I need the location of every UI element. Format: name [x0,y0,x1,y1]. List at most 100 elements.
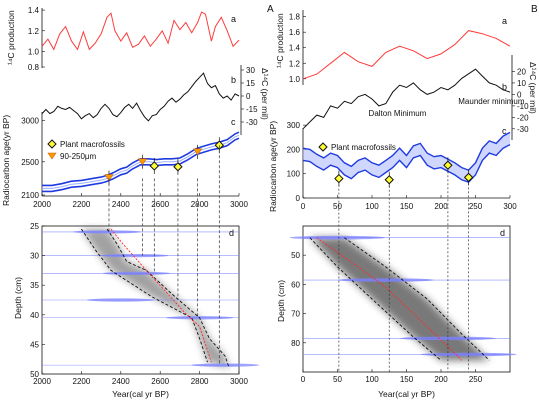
A-d-probability-shade [81,228,230,369]
B-c-xtick-label: 100 [365,202,379,211]
A-c-fine-marker [137,158,148,166]
A-d-median [110,228,212,363]
A-d-xtick-label: 2000 [33,377,51,386]
B-d-xtick-label: 150 [400,375,414,384]
B-b-label: b [502,82,507,92]
B-d-ylabel: Depth (cm) [276,280,286,322]
B-d-xtick-label: 100 [365,375,379,384]
B-c-ylabel: Radiocarbon age(yr BP) [268,121,278,212]
A-d-xtick-label: 2200 [73,377,91,386]
A-a-ytick-label: 0.8 [28,63,40,72]
B-b-ytick-label: 0 [517,90,522,99]
B-b-ytick-label: -10 [517,102,529,111]
A-a-label: a [231,14,236,24]
A-b-label: b [231,75,236,85]
A-c-xtick-label: 3000 [230,200,248,209]
A-d-ytick-label: 35 [30,281,39,290]
A-c-curve-lower [42,137,240,193]
B-d-probability-shade [309,237,490,361]
B-c-ytick-label: 300 [287,121,301,130]
A-c-ylabel: Radiocarbon age(yr BP) [1,115,11,206]
B-b-series-line [302,68,511,130]
panel-A: 0.8 1.0 1.2 1.4 ¹⁴C production a 30 15 0 -15 -30Δ¹… [1,6,270,399]
B-b-ytick-label: -30 [517,125,529,134]
B-d-ytick-label: 70 [291,310,300,319]
B-b-annotation-maunder: Maunder minimum [458,97,525,106]
A-a-series-line [41,11,240,51]
A-c-xtick-label: 2600 [151,200,169,209]
B-c-xtick-label: 300 [503,202,517,211]
B-c-macro-marker [463,172,474,183]
A-c-macro-marker [173,162,183,172]
B-b-ytick-label: 10 [517,79,526,88]
A-c-xtick-label: 2800 [191,200,209,209]
B-a-ytick-label: 1.6 [289,28,301,37]
B-b-ylabel: Δ¹⁴C (per mil) [528,62,538,114]
A-legend-diamond [47,139,57,149]
A-legend-triangle [47,152,57,160]
A-c-xtick-label: 2400 [112,200,130,209]
A-d-xtick-label: 3000 [230,377,248,386]
A-d-ytick-label: 25 [30,222,39,231]
A-c-fine-marker [193,148,203,156]
A-d-ytick-label: 40 [30,311,39,320]
B-b-ytick-label: -20 [517,113,529,122]
A-d-xtick-label: 2600 [151,377,169,386]
B-a-ytick-label: 1.2 [289,59,301,68]
B-a-label: a [502,16,507,26]
B-c-xtick-label: 0 [301,202,306,211]
A-b-ytick-label: 30 [246,66,255,75]
B-a-ytick-label: 1.8 [289,13,301,22]
B-c-xtick-label: 200 [434,202,448,211]
B-c-ytick-label: 200 [287,145,301,154]
B-d-xtick-label: 0 [301,375,306,384]
B-legend-macro-label: Plant macrofossils [331,143,396,152]
panel-letter-A: A [267,4,274,15]
B-d-xlabel: Year(cal yr BP) [378,389,435,399]
A-d-xtick-label: 2800 [191,377,209,386]
panel-letter-B: B [531,4,538,15]
A-b-series-line [41,72,240,122]
B-d-label: d [500,228,505,238]
A-d-xlabel: Year(cal yr BP) [112,389,169,399]
B-d-xtick-label: 250 [469,375,483,384]
B-c-macro-marker [334,173,344,184]
A-b-ytick-label: 0 [246,92,251,101]
A-d-ytick-label: 30 [30,252,39,261]
B-d-envelope-left [309,237,442,361]
B-a-ytick-label: 1.0 [289,75,301,84]
B-d-xtick-label: 200 [434,375,448,384]
A-legend-fine-label: 90-250μm [60,152,97,161]
B-d-ytick-label: 80 [291,339,300,348]
B-a-ytick-label: 1.4 [289,44,301,53]
A-c-macro-marker [149,161,159,171]
B-d-xtick-label: 50 [333,375,342,384]
A-d-label: d [229,228,234,238]
B-d-ytick-label: 50 [291,251,300,260]
B-c-xtick-label: 150 [400,202,414,211]
B-c-label: c [502,126,507,136]
A-legend-macro-label: Plant macrofossils [60,140,125,149]
A-c-ytick-label: 2100 [21,191,39,200]
B-c-ytick-label: 0 [296,194,301,203]
B-c-xtick-label: 250 [469,202,483,211]
A-d-ylabel: Depth (cm) [13,277,23,319]
A-c-xtick-label: 2000 [33,200,51,209]
B-c-band-lower [302,143,511,184]
A-b-ytick-label: -30 [246,118,258,127]
B-c-xtick-label: 50 [333,202,342,211]
A-a-ylabel: ¹⁴C production [6,10,16,65]
A-a-ytick-label: 1.2 [28,27,40,36]
B-b-annotation-dalton: Dalton Minimum [369,109,427,118]
A-c-ytick-label: 2500 [21,158,39,167]
A-c-ytick-label: 3000 [21,116,39,125]
A-d-ytick-label: 45 [30,340,39,349]
A-b-ytick-label: 15 [246,79,255,88]
B-legend-diamond [318,142,328,152]
A-c-fine-marker [104,174,114,182]
B-b-ytick-label: 20 [517,67,526,76]
A-d-ytick-label: 50 [30,370,39,379]
B-c-macro-marker [443,160,453,170]
A-a-ytick-label: 1.0 [28,47,40,56]
